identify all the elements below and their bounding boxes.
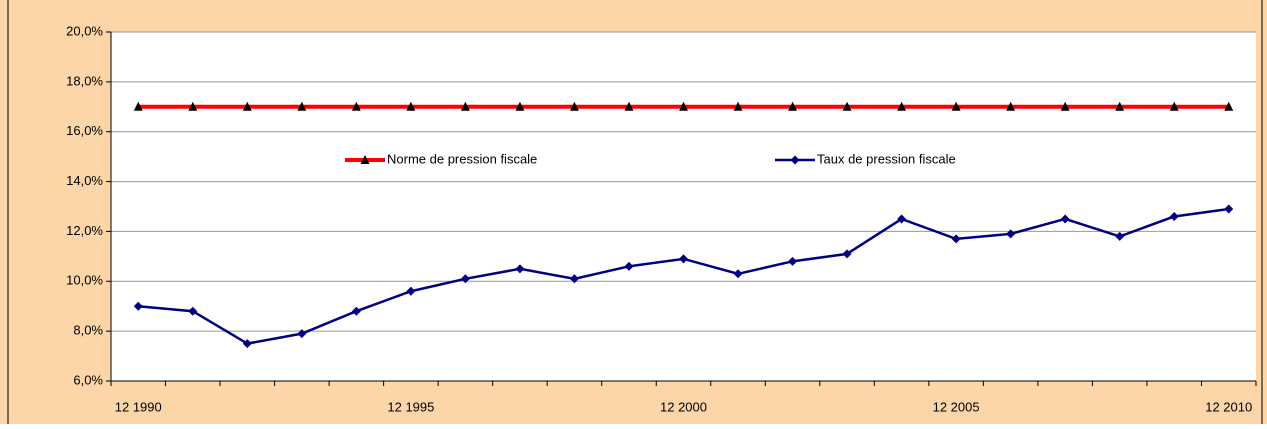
legend-label: Norme de pression fiscale	[387, 151, 537, 166]
data-point	[624, 101, 634, 111]
data-point	[951, 234, 961, 244]
data-point	[1224, 204, 1234, 214]
y-tick-label: 18,0%	[66, 73, 103, 88]
x-tick-label: 12 2000	[660, 399, 707, 414]
x-tick-label: 12 2010	[1205, 399, 1252, 414]
data-point	[297, 329, 307, 339]
data-point	[242, 339, 252, 349]
legend-marker	[360, 155, 370, 164]
data-point	[569, 101, 579, 111]
y-tick-label: 16,0%	[66, 123, 103, 138]
plot-area	[111, 32, 1256, 381]
data-point	[133, 101, 143, 111]
data-point	[897, 101, 907, 111]
data-point	[897, 214, 907, 224]
data-point	[188, 306, 198, 316]
y-tick-label: 20,0%	[66, 23, 103, 38]
x-tick-label: 12 1990	[115, 399, 162, 414]
data-point	[1006, 229, 1016, 239]
data-point	[679, 101, 688, 111]
data-point	[1115, 231, 1125, 241]
data-point	[1060, 214, 1070, 224]
legend-marker	[790, 155, 800, 165]
data-point	[515, 101, 525, 111]
data-point	[1169, 101, 1179, 111]
data-point	[733, 101, 743, 111]
data-point	[351, 306, 361, 316]
y-tick-label: 10,0%	[66, 273, 103, 288]
data-point	[842, 249, 852, 259]
data-point	[1006, 101, 1016, 111]
data-point	[1115, 101, 1125, 111]
data-point	[1169, 211, 1179, 221]
x-tick-label: 12 2005	[933, 399, 980, 414]
data-point	[679, 254, 688, 264]
data-point	[842, 101, 852, 111]
data-point	[569, 274, 579, 284]
y-tick-label: 12,0%	[66, 223, 103, 238]
data-point	[624, 261, 634, 271]
data-point	[188, 101, 198, 111]
data-point	[297, 101, 307, 111]
y-tick-label: 14,0%	[66, 173, 103, 188]
y-tick-label: 6,0%	[73, 372, 103, 387]
data-point	[460, 274, 470, 284]
data-point	[460, 101, 470, 111]
data-point	[515, 264, 525, 274]
data-point	[133, 301, 143, 311]
data-point	[1224, 101, 1234, 111]
data-point	[788, 101, 798, 111]
data-point	[406, 286, 416, 296]
legend-label: Taux de pression fiscale	[817, 151, 956, 166]
data-point	[242, 101, 252, 111]
data-point	[733, 269, 743, 279]
data-point	[951, 101, 961, 111]
data-point	[1060, 101, 1070, 111]
data-point	[351, 101, 361, 111]
data-point	[788, 256, 798, 266]
data-point	[406, 101, 416, 111]
y-tick-label: 8,0%	[73, 323, 103, 338]
x-tick-label: 12 1995	[387, 399, 434, 414]
